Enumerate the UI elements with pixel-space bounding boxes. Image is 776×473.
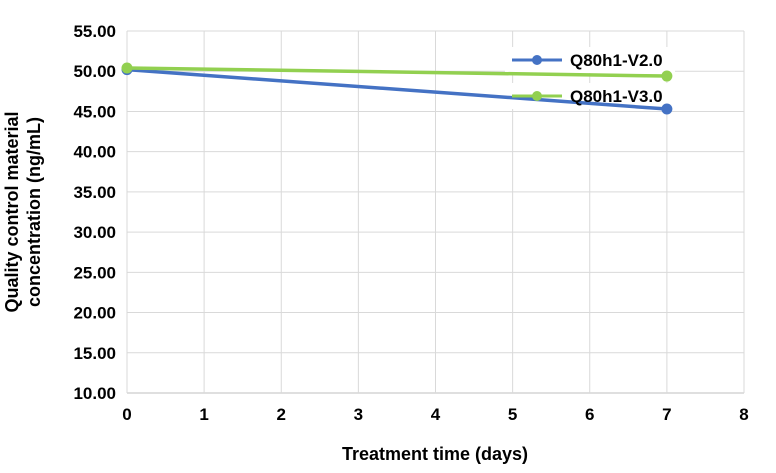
- y-tick-label: 35.00: [73, 183, 116, 202]
- data-series: [121, 62, 673, 115]
- data-point-Q80h1-V3.0: [661, 70, 673, 82]
- legend-item-label: Q80h1-V3.0: [570, 87, 663, 106]
- x-tick-label: 8: [739, 405, 748, 424]
- x-tick-label: 3: [354, 405, 363, 424]
- data-point-Q80h1-V3.0: [121, 62, 133, 74]
- y-tick-label: 45.00: [73, 102, 116, 121]
- x-tick-label: 0: [122, 405, 131, 424]
- y-axis-title-line1: Quality control material: [2, 111, 22, 312]
- y-tick-label: 40.00: [73, 143, 116, 162]
- y-tick-label: 30.00: [73, 223, 116, 242]
- x-tick-label: 6: [585, 405, 594, 424]
- y-axis-title-line2: concentration (ng/mL): [24, 117, 44, 307]
- x-axis-title: Treatment time (days): [342, 444, 528, 464]
- gridlines: [126, 30, 745, 394]
- y-tick-label: 25.00: [73, 263, 116, 282]
- legend-background: [505, 47, 675, 109]
- axis-tick-labels: 10.00 15.00 20.00 25.00 30.00 35.00 40.00 45.00…: [73, 22, 748, 424]
- legend-item-label: Q80h1-V2.0: [570, 51, 663, 70]
- legend-marker-dot: [532, 91, 542, 101]
- y-tick-label: 15.00: [73, 344, 116, 363]
- x-tick-label: 5: [508, 405, 517, 424]
- legend: Q80h1-V2.0 Q80h1-V3.0: [512, 51, 663, 106]
- x-tick-label: 2: [277, 405, 286, 424]
- series-line-Q80h1-V2.0: [125, 67, 669, 111]
- y-tick-label: 50.00: [73, 62, 116, 81]
- x-tick-label: 4: [431, 405, 441, 424]
- x-tick-label: 7: [662, 405, 671, 424]
- data-point-Q80h1-V2.0: [661, 103, 673, 115]
- y-tick-label: 10.00: [73, 384, 116, 403]
- x-tick-label: 1: [199, 405, 208, 424]
- legend-marker-dot: [532, 55, 542, 65]
- series-line-Q80h1-V3.0: [125, 66, 669, 78]
- y-tick-label: 55.00: [73, 22, 116, 41]
- y-tick-label: 20.00: [73, 304, 116, 323]
